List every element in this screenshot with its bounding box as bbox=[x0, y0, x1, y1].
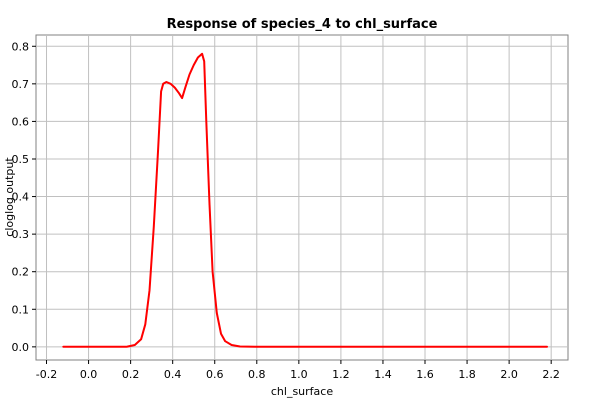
plot-area bbox=[35, 34, 569, 361]
x-tick-label: 1.6 bbox=[416, 368, 434, 381]
x-tick-label: 1.2 bbox=[332, 368, 350, 381]
axis-ticks: -0.2 0.0 0.2 0.4 0.6 0.8 1.0 1.2 1.4 1.6 1.8 2.0 2.2… bbox=[12, 40, 560, 381]
y-axis-label: cloglog output bbox=[3, 157, 16, 237]
x-tick-label: 0.2 bbox=[122, 368, 140, 381]
x-tick-label: 0.4 bbox=[164, 368, 182, 381]
series-layer bbox=[62, 52, 548, 348]
chart-title: Response of species_4 to chl_surface bbox=[167, 17, 438, 32]
y-tick-label: 0.3 bbox=[12, 228, 30, 241]
x-tick-label: 1.8 bbox=[458, 368, 476, 381]
x-tick-label: 0.6 bbox=[206, 368, 224, 381]
y-tick-label: 0.6 bbox=[12, 115, 30, 128]
x-tick-label: 0.0 bbox=[80, 368, 98, 381]
x-tick-label: 1.4 bbox=[374, 368, 392, 381]
x-tick-label: -0.2 bbox=[36, 368, 57, 381]
y-tick-label: 0.5 bbox=[12, 153, 30, 166]
x-tick-label: 2.0 bbox=[500, 368, 518, 381]
series-line bbox=[62, 52, 548, 348]
y-tick-label: 0.8 bbox=[12, 40, 30, 53]
x-axis-label: chl_surface bbox=[271, 385, 333, 398]
x-tick-label: 1.0 bbox=[290, 368, 308, 381]
x-tick-label: 0.8 bbox=[248, 368, 266, 381]
y-tick-label: 0.7 bbox=[12, 78, 30, 91]
y-tick-label: 0.2 bbox=[12, 266, 30, 279]
y-tick-label: 0.4 bbox=[12, 191, 30, 204]
x-tick-label: 2.2 bbox=[542, 368, 560, 381]
y-tick-label: 0.0 bbox=[12, 341, 30, 354]
y-tick-label: 0.1 bbox=[12, 303, 30, 316]
